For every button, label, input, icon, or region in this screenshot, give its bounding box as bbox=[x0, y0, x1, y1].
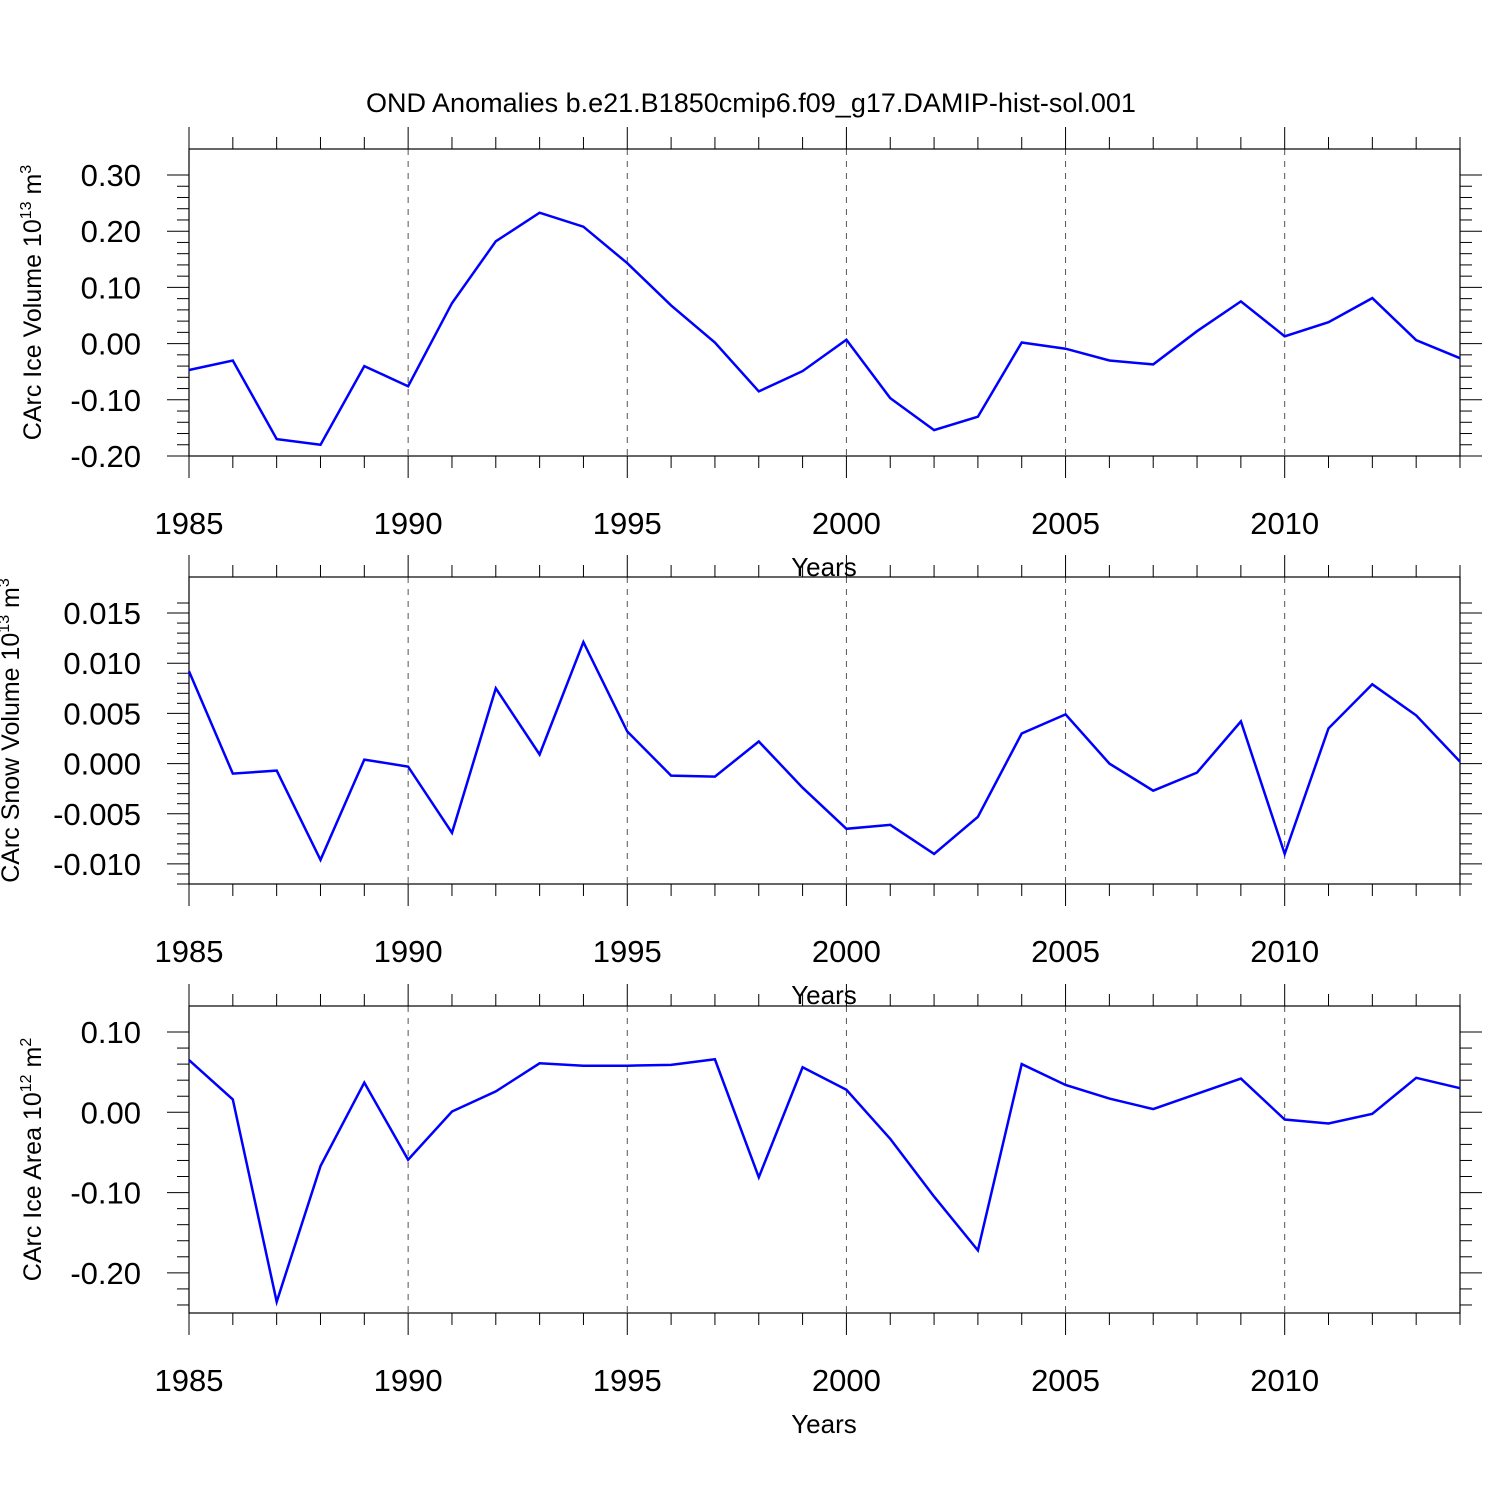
ice-volume-xtick-label-2005: 2005 bbox=[1031, 506, 1100, 541]
ice-volume-ytick-label-3: 0.10 bbox=[81, 270, 141, 305]
ice-area-xaxis-title: Years bbox=[791, 1409, 857, 1439]
snow-volume-plot-frame bbox=[188, 576, 1461, 885]
snow-volume-ytick-label-4: 0.010 bbox=[63, 646, 141, 681]
ice-area-series-line bbox=[188, 1057, 1461, 1307]
ice-volume-panel: -0.20 -0.10 0.00 0.10 0.20 0.30 1985 1990 1995 20… bbox=[18, 127, 1482, 582]
ice-volume-xtick-label-2000: 2000 bbox=[812, 506, 881, 541]
ice-volume-ytick-label-4: 0.20 bbox=[81, 214, 141, 249]
snow-volume-xtick-label-1990: 1990 bbox=[374, 934, 443, 969]
ice-volume-xtick-label-1985: 1985 bbox=[155, 506, 224, 541]
ice-volume-ytick-label-2: 0.00 bbox=[81, 327, 141, 362]
ice-volume-xtick-label-1995: 1995 bbox=[593, 506, 662, 541]
figure-title: OND Anomalies b.e21.B1850cmip6.f09_g17.D… bbox=[366, 88, 1136, 118]
ice-volume-xtick-label-2010: 2010 bbox=[1250, 506, 1319, 541]
ice-area-ytick-label-0: -0.20 bbox=[70, 1256, 141, 1291]
ice-area-ytick-label-3: 0.10 bbox=[81, 1015, 141, 1050]
ice-area-xtick-label-1985: 1985 bbox=[155, 1363, 224, 1398]
ice-area-ytick-label-1: -0.10 bbox=[70, 1176, 141, 1211]
snow-volume-xtick-label-1985: 1985 bbox=[155, 934, 224, 969]
snow-volume-xtick-label-1995: 1995 bbox=[593, 934, 662, 969]
ice-area-plot-frame bbox=[188, 1005, 1461, 1314]
snow-volume-ytick-label-0: -0.010 bbox=[53, 847, 141, 882]
ice-volume-xtick-label-1990: 1990 bbox=[374, 506, 443, 541]
ice-volume-plot-frame bbox=[188, 148, 1461, 457]
snow-volume-panel: -0.010 -0.005 0.000 0.005 0.010 0.015 1985 1990… bbox=[0, 555, 1482, 1010]
ice-area-yaxis-title: CArc Ice Area 1012 m2 bbox=[18, 1038, 47, 1282]
snow-volume-ytick-label-1: -0.005 bbox=[53, 797, 141, 832]
ice-volume-ytick-label-1: -0.10 bbox=[70, 383, 141, 418]
ice-area-panel: -0.20 -0.10 0.00 0.10 1985 1990 1995 2000 2005 20… bbox=[18, 984, 1482, 1439]
ice-volume-series-line bbox=[188, 211, 1461, 447]
ice-area-xtick-label-2005: 2005 bbox=[1031, 1363, 1100, 1398]
ice-volume-ytick-label-5: 0.30 bbox=[81, 158, 141, 193]
snow-volume-yaxis-title: CArc Snow Volume 1013 m3 bbox=[0, 578, 25, 883]
ice-area-xtick-label-1995: 1995 bbox=[593, 1363, 662, 1398]
snow-volume-xtick-label-2005: 2005 bbox=[1031, 934, 1100, 969]
snow-volume-ytick-label-3: 0.005 bbox=[63, 696, 141, 731]
snow-volume-xtick-label-2010: 2010 bbox=[1250, 934, 1319, 969]
snow-volume-series-line bbox=[187, 638, 1461, 863]
snow-volume-xtick-label-2000: 2000 bbox=[812, 934, 881, 969]
ice-area-xtick-label-1990: 1990 bbox=[374, 1363, 443, 1398]
snow-volume-ytick-label-2: 0.000 bbox=[63, 747, 141, 782]
ice-area-xtick-label-2000: 2000 bbox=[812, 1363, 881, 1398]
snow-volume-ytick-label-5: 0.015 bbox=[63, 596, 141, 631]
ice-area-xtick-label-2010: 2010 bbox=[1250, 1363, 1319, 1398]
ice-volume-yaxis-title: CArc Ice Volume 1013 m3 bbox=[18, 165, 47, 441]
ice-area-ytick-label-2: 0.00 bbox=[81, 1095, 141, 1130]
ice-volume-ytick-label-0: -0.20 bbox=[70, 439, 141, 474]
